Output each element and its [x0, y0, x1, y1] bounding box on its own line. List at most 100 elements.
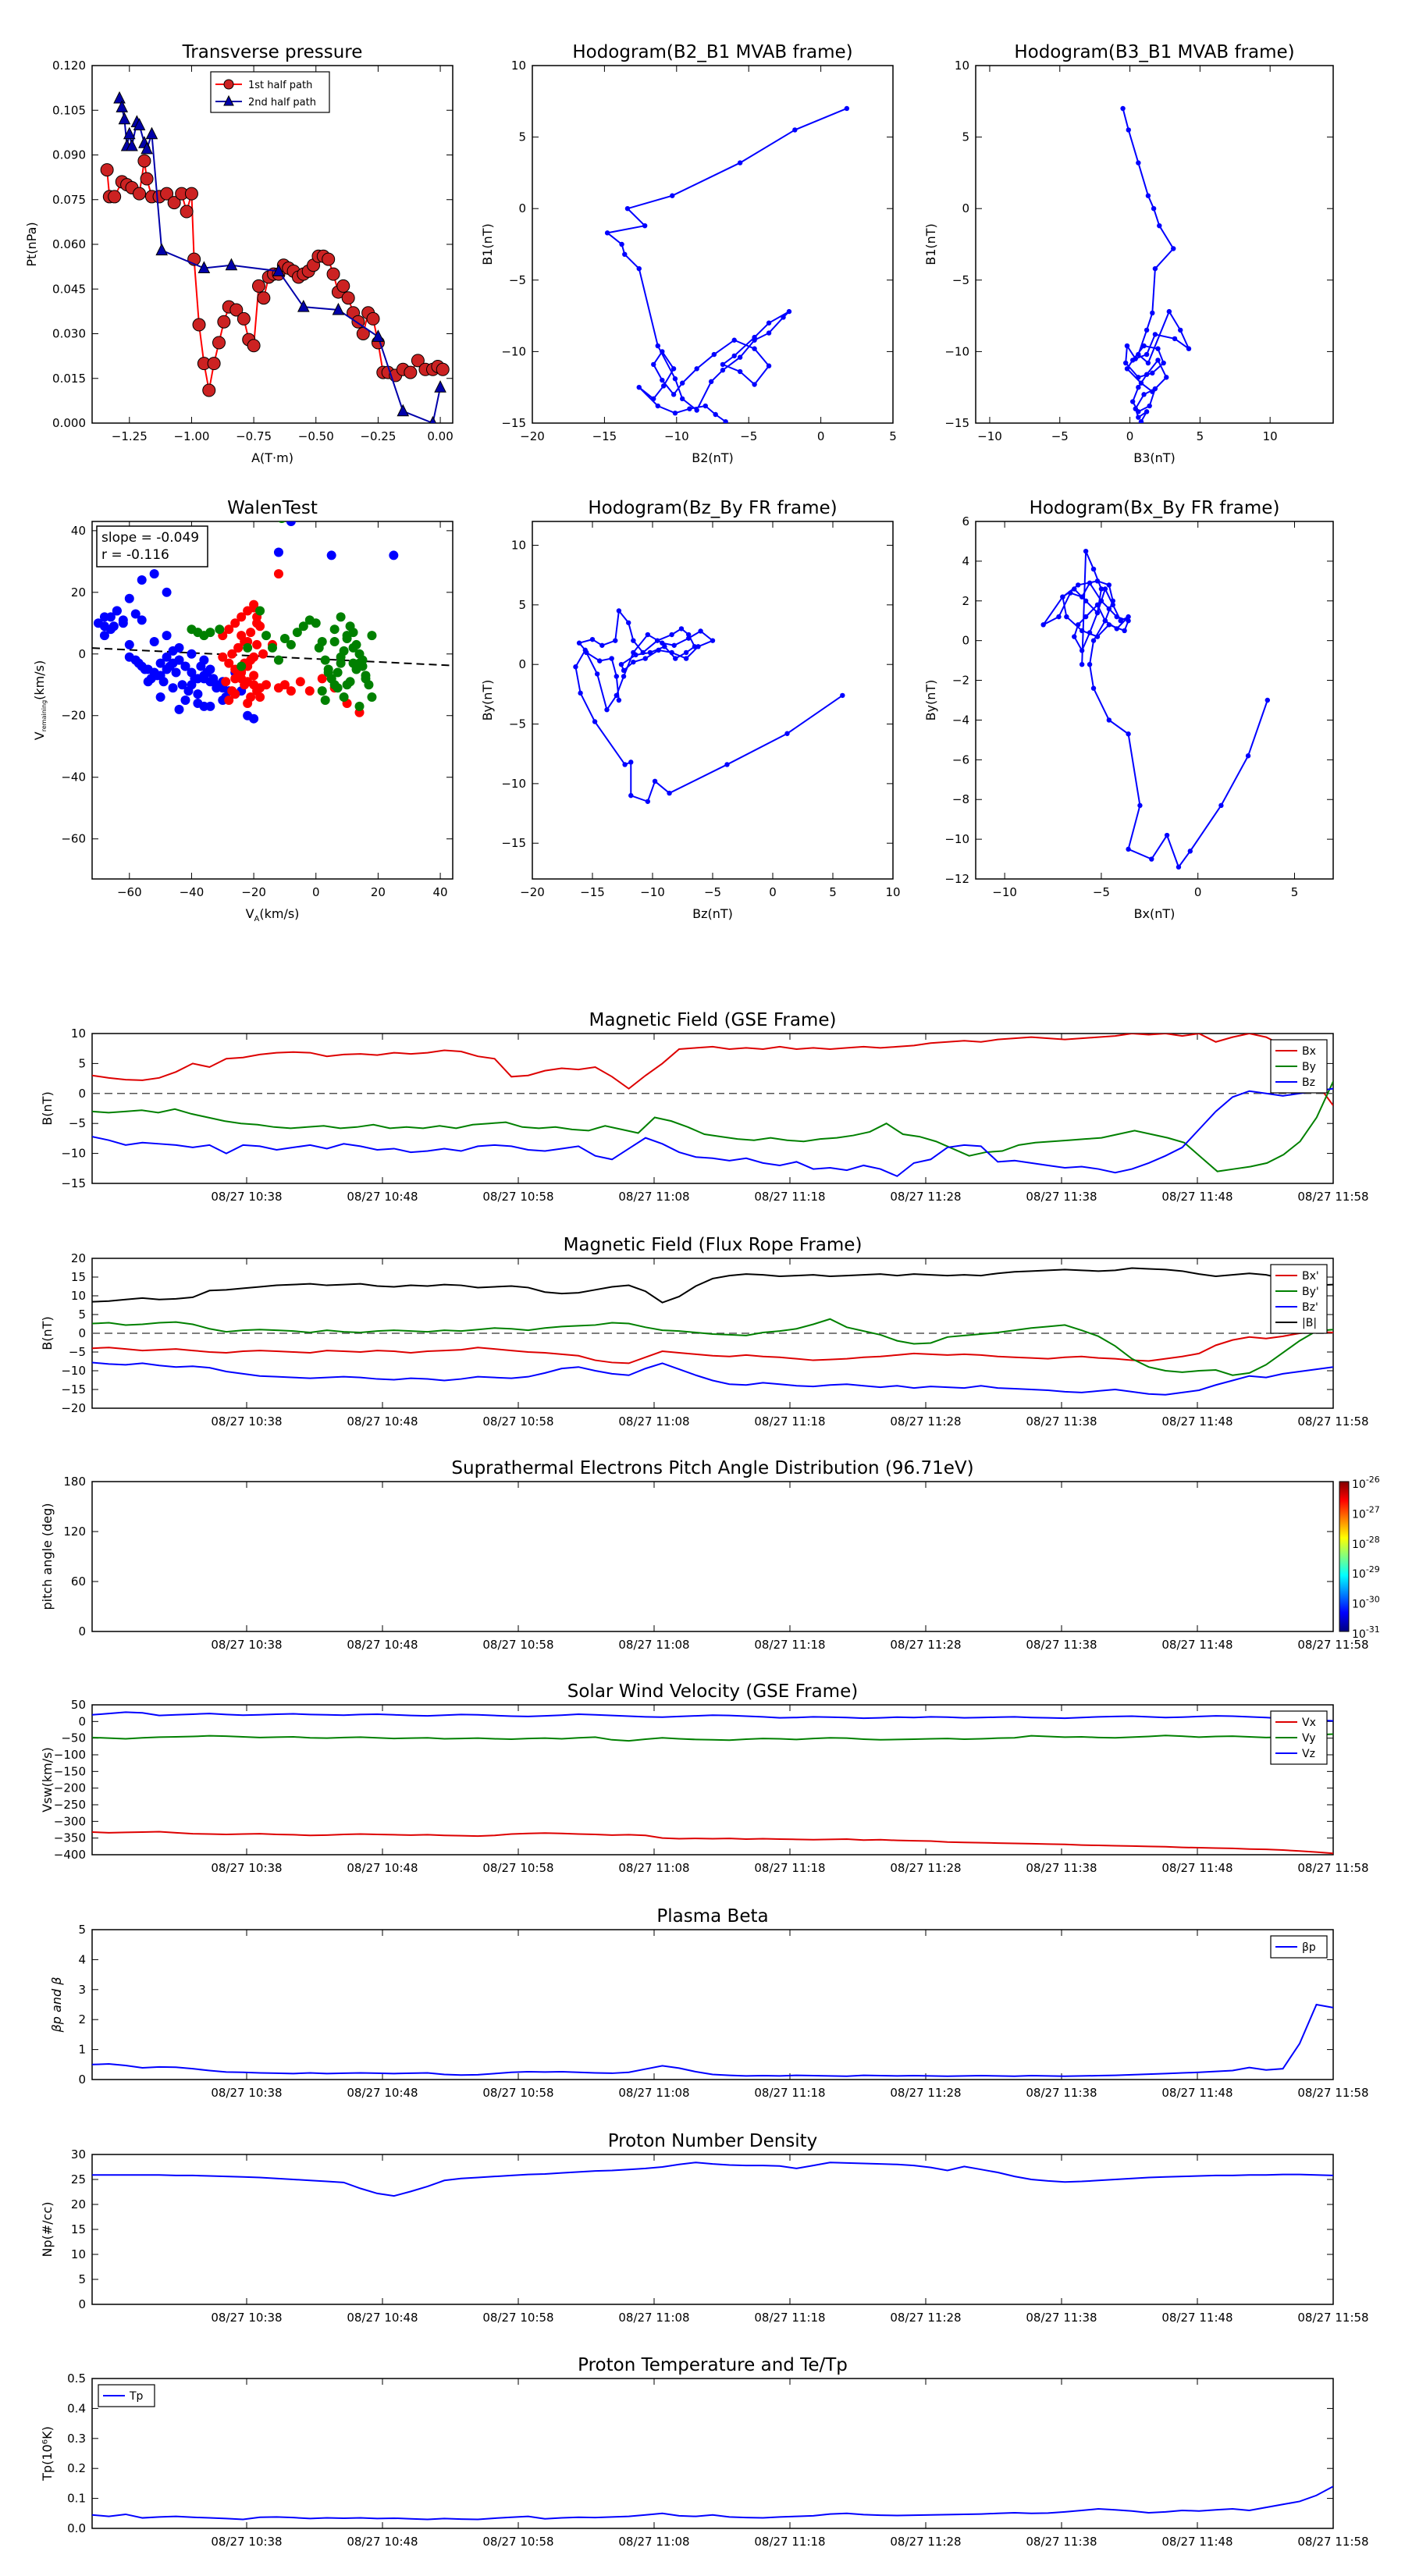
data-point: [1110, 602, 1115, 608]
data-point: [143, 677, 153, 687]
x-tick-label: 08/27 11:38: [1026, 1414, 1097, 1429]
chart-title: Hodogram(Bx_By FR frame): [1030, 498, 1280, 518]
data-point: [397, 404, 410, 417]
data-point: [249, 713, 259, 724]
plot-area: [92, 1034, 1333, 1177]
chart-title: Proton Temperature and Te/Tp: [578, 2355, 848, 2375]
data-point: [678, 626, 685, 632]
data-point: [840, 692, 845, 699]
series-line: [1122, 108, 1191, 422]
data-point: [199, 674, 209, 684]
y-tick-label: 0: [78, 1087, 86, 1101]
y-tick-label: −5: [509, 273, 526, 287]
y-tick-label: −20: [61, 1401, 86, 1415]
x-tick-label: −5: [740, 429, 757, 443]
data-point: [694, 366, 699, 372]
x-tick-label: 08/27 11:38: [1026, 1638, 1097, 1652]
x-tick-label: 08/27 11:08: [618, 2086, 689, 2100]
data-point: [249, 652, 259, 662]
y-axis-label: Vsw(km/s): [40, 1747, 55, 1812]
data-point: [326, 267, 340, 281]
data-point: [609, 656, 614, 661]
x-tick-label: 08/27 11:58: [1297, 2086, 1368, 2100]
x-tick-label: 08/27 11:18: [754, 2535, 825, 2549]
data-point: [1076, 582, 1081, 588]
data-point: [1114, 626, 1119, 632]
data-point: [1090, 566, 1097, 572]
data-point: [361, 674, 371, 684]
x-tick-label: 08/27 10:48: [347, 1638, 418, 1652]
axes-frame: [91, 1481, 1334, 1632]
data-point: [711, 351, 717, 358]
data-point: [1137, 802, 1143, 809]
data-point: [1161, 360, 1166, 366]
data-point: [130, 609, 140, 619]
data-point: [108, 190, 122, 204]
series-line: [92, 1087, 1333, 1177]
data-point: [162, 652, 172, 662]
chart-title: Magnetic Field (Flux Rope Frame): [564, 1235, 863, 1255]
x-tick-label: 0: [1126, 429, 1134, 443]
x-tick-label: −1.00: [173, 429, 209, 443]
data-point: [1136, 375, 1141, 380]
data-point: [1118, 618, 1123, 624]
x-tick-label: 5: [1197, 429, 1204, 443]
data-point: [174, 704, 184, 714]
plot-area: [573, 608, 845, 804]
y-tick-label: −40: [61, 770, 86, 785]
data-point: [336, 279, 350, 293]
data-point: [273, 655, 283, 665]
chart-pad: Suprathermal Electrons Pitch Angle Distr…: [40, 1458, 1380, 1652]
x-tick-label: 5: [829, 885, 837, 899]
data-point: [243, 642, 253, 653]
data-point: [647, 649, 653, 656]
data-point: [679, 396, 685, 402]
x-tick-label: 20: [371, 885, 386, 899]
y-tick-label: −10: [61, 1364, 86, 1378]
chart-title: Transverse pressure: [182, 42, 363, 62]
data-point: [710, 638, 716, 643]
y-tick-label: 120: [63, 1525, 86, 1539]
data-point: [1122, 360, 1129, 366]
y-tick-label: −5: [509, 717, 526, 731]
data-point: [180, 661, 190, 671]
data-point: [279, 634, 290, 644]
data-point: [1083, 614, 1089, 620]
y-tick-label: 10: [71, 2247, 86, 2261]
axes-frame: [532, 65, 894, 424]
y-axis-label: βp and β: [49, 1977, 64, 2033]
x-tick-label: 08/27 10:38: [211, 1638, 282, 1652]
data-point: [237, 674, 247, 684]
data-point: [202, 383, 216, 397]
data-point: [320, 655, 330, 665]
data-point: [660, 349, 665, 354]
data-point: [616, 608, 622, 614]
data-point: [317, 686, 327, 696]
y-tick-label: 0.3: [67, 2432, 86, 2446]
data-point: [243, 698, 253, 708]
x-tick-label: 08/27 11:58: [1297, 1190, 1368, 1204]
data-point: [670, 392, 677, 397]
y-tick-label: 5: [78, 1056, 86, 1070]
plot-area: [92, 2003, 1333, 2077]
legend-label: Bx: [1302, 1045, 1316, 1058]
data-point: [1083, 598, 1089, 603]
data-point: [224, 658, 234, 668]
data-point: [679, 380, 685, 386]
data-point: [713, 411, 718, 418]
data-point: [1064, 614, 1069, 620]
data-point: [268, 642, 277, 653]
data-point: [766, 320, 772, 326]
y-tick-label: 10: [511, 59, 526, 73]
legend: Tp: [98, 2384, 155, 2407]
data-point: [1245, 753, 1251, 759]
data-point: [123, 126, 136, 140]
axes-frame: [532, 521, 894, 880]
data-point: [193, 689, 203, 699]
data-point: [720, 361, 726, 368]
data-point: [258, 649, 269, 659]
y-tick-label: 0.4: [67, 2401, 86, 2415]
data-point: [332, 302, 345, 315]
data-point: [844, 105, 850, 112]
data-point: [205, 628, 215, 638]
